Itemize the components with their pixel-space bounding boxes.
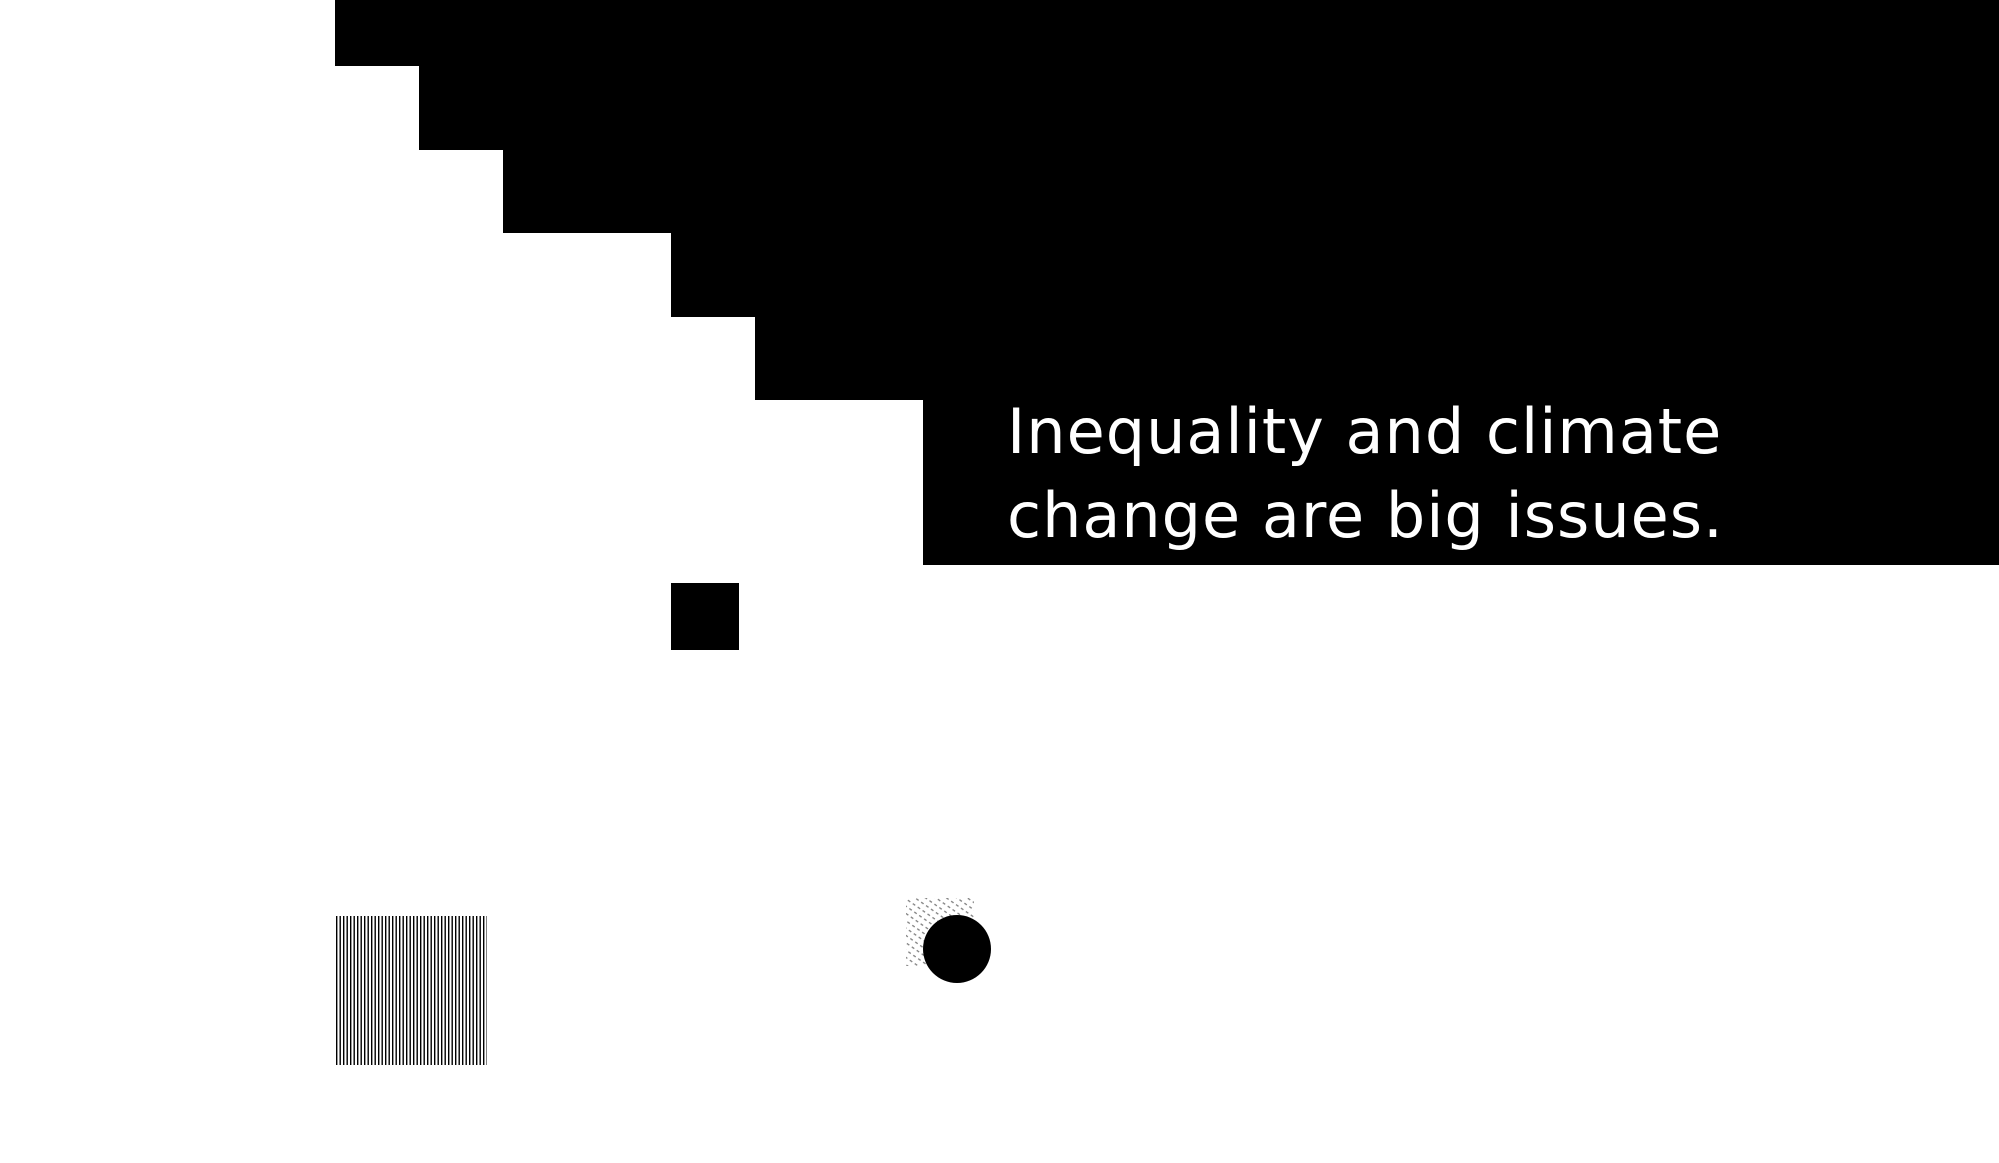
headline-line-1: Inequality and climate bbox=[1007, 395, 1723, 468]
striped-square bbox=[336, 916, 487, 1065]
headline-line-2: change are big issues. bbox=[1007, 479, 1724, 552]
black-dot bbox=[923, 915, 991, 983]
small-black-square bbox=[671, 583, 739, 650]
headline-text: Inequality and climate change are big is… bbox=[1007, 390, 1767, 558]
stepped-black-block bbox=[335, 0, 1999, 565]
